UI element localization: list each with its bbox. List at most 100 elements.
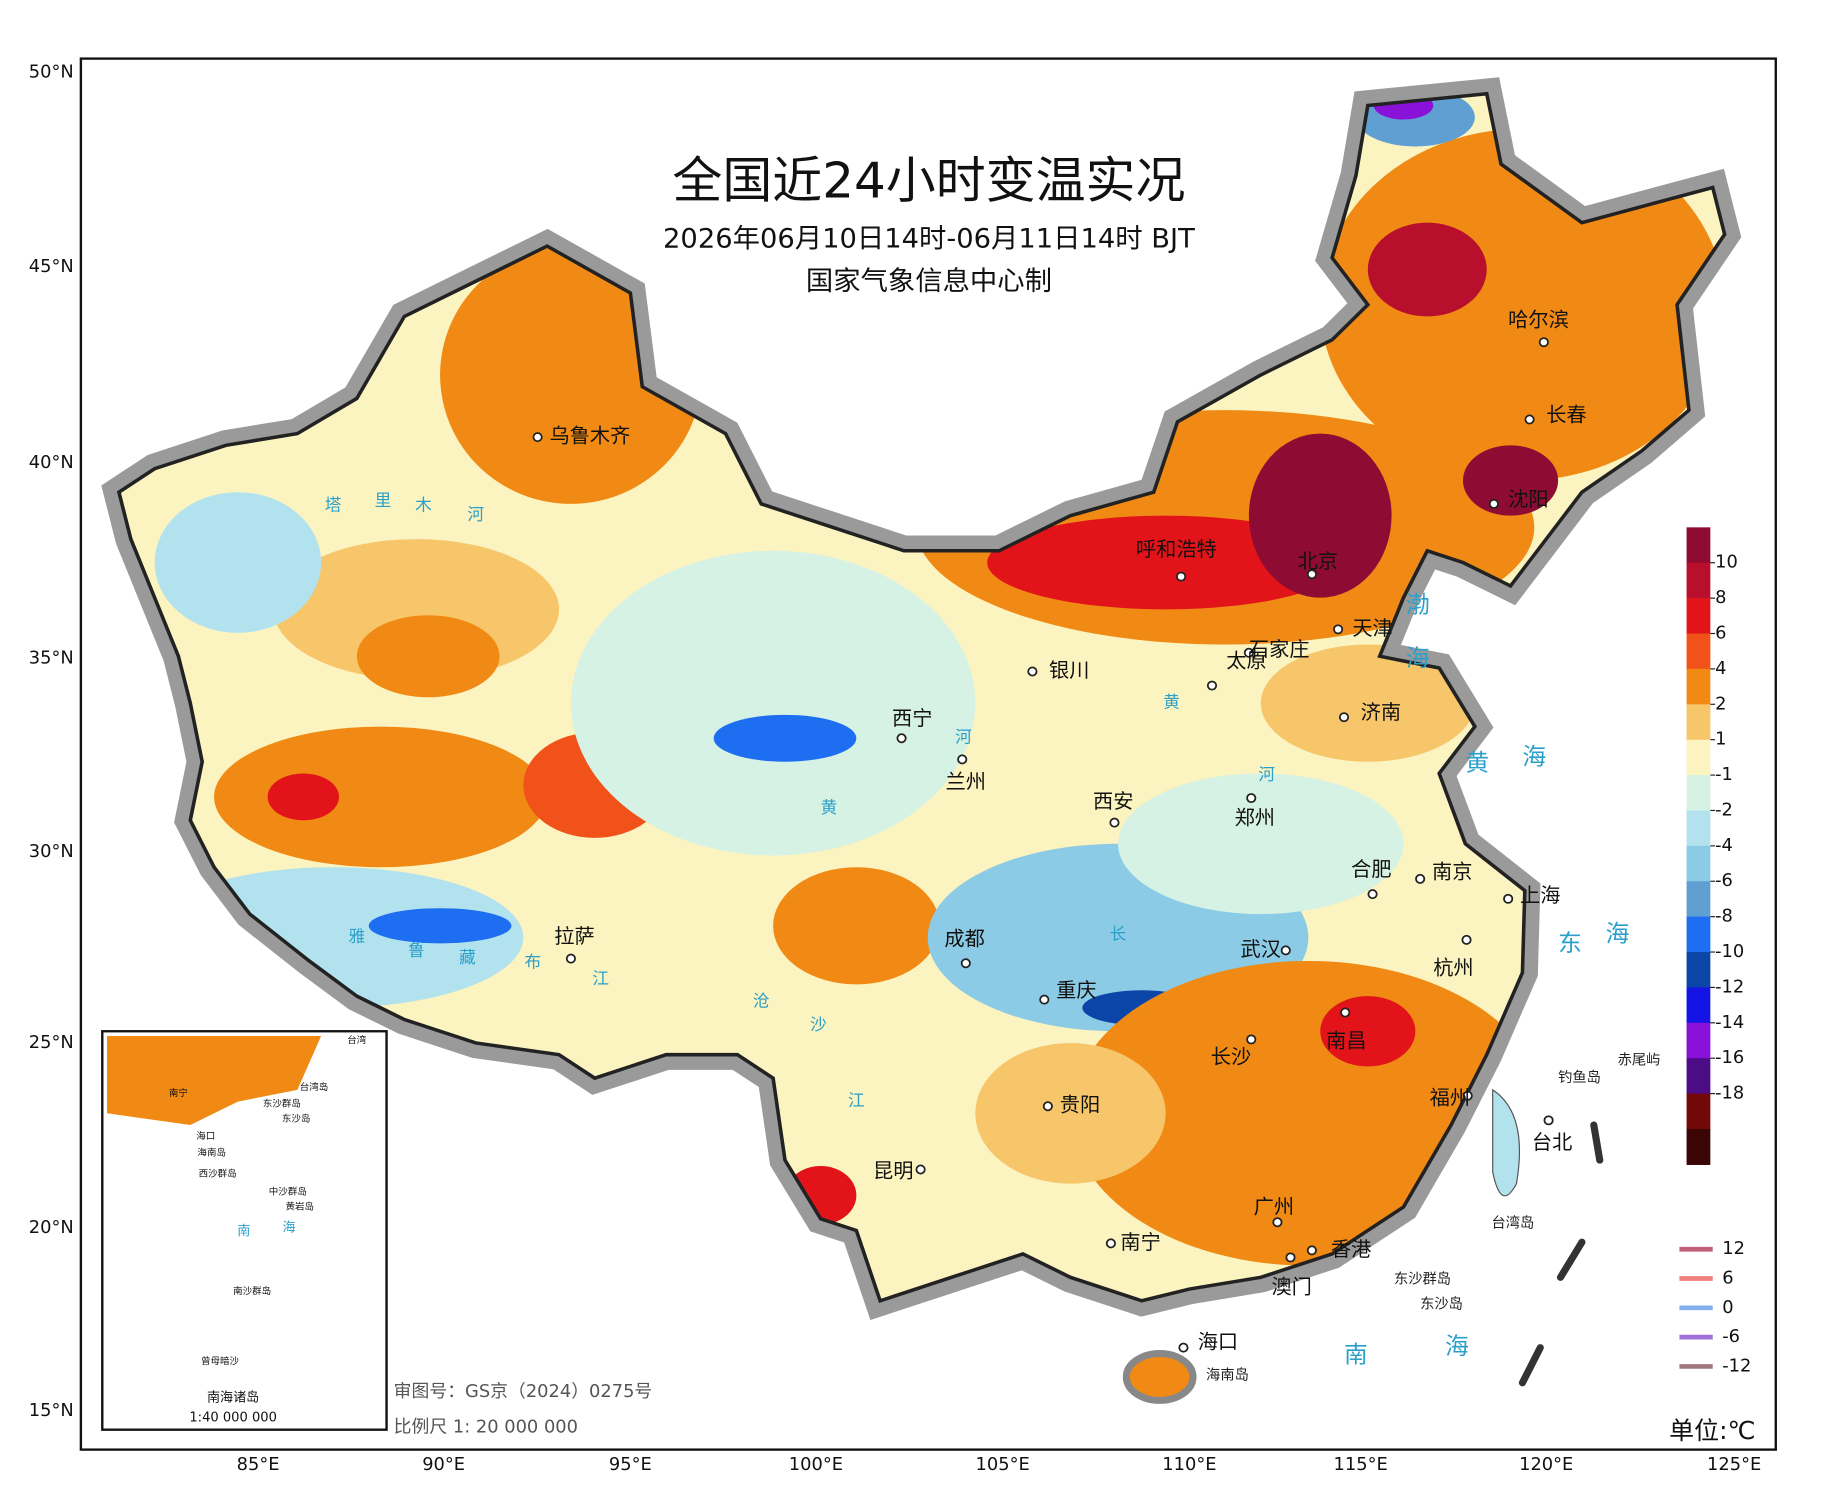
city-label: 拉萨	[554, 924, 594, 948]
river-label: 沧	[753, 992, 770, 1011]
line-legend-label: 6	[1722, 1269, 1733, 1289]
inset-title: 南海诸岛	[207, 1390, 259, 1406]
line-legend-label: -6	[1722, 1327, 1740, 1347]
city-label: 石家庄	[1249, 637, 1310, 661]
city-label: 长春	[1546, 403, 1586, 427]
city-label: 杭州	[1433, 956, 1473, 980]
city-label: 成都	[944, 926, 984, 950]
inset-label: 南宁	[169, 1087, 188, 1099]
city-marker	[1461, 934, 1472, 945]
city-label: 昆明	[873, 1158, 913, 1182]
city-label: 南昌	[1326, 1028, 1366, 1052]
city-marker	[1285, 1252, 1296, 1263]
lat-label: 15°N	[29, 1401, 74, 1421]
city-marker	[532, 432, 543, 443]
city-marker	[1488, 498, 1499, 509]
city-marker	[1306, 1245, 1317, 1256]
colorbar-label: -8	[1715, 907, 1733, 927]
city-label: 济南	[1361, 700, 1401, 724]
river-label: 黄	[1163, 693, 1180, 712]
city-label: 兰州	[946, 769, 986, 793]
colorbar-swatch	[1686, 704, 1711, 741]
inset-label: 海南岛	[197, 1147, 226, 1159]
river-label: 沙	[810, 1015, 827, 1034]
colorbar-swatch	[1686, 668, 1711, 705]
sea-label: 海	[1406, 644, 1430, 672]
colorbar-swatch	[1686, 527, 1711, 564]
city-label: 哈尔滨	[1508, 308, 1569, 332]
river-label: 江	[848, 1091, 865, 1110]
inset-scale: 1:40 000 000	[189, 1411, 277, 1426]
island-label: 台湾岛	[1492, 1215, 1535, 1232]
lat-label: 20°N	[29, 1218, 74, 1238]
inset-label: 西沙群岛	[199, 1168, 237, 1180]
title: 全国近24小时变温实况	[672, 152, 1185, 210]
lat-label: 35°N	[29, 649, 74, 669]
colorbar-swatch	[1686, 1022, 1711, 1059]
city-label: 呼和浩特	[1136, 537, 1217, 561]
colorbar-label: 10	[1715, 553, 1738, 573]
lon-label: 120°E	[1519, 1455, 1573, 1475]
city-label: 太原	[1226, 649, 1266, 673]
city-label: 长沙	[1211, 1045, 1251, 1069]
colorbar-swatch	[1686, 845, 1711, 882]
city-label: 北京	[1298, 549, 1338, 573]
island-label: 东沙岛	[1420, 1296, 1463, 1312]
city-marker	[1415, 873, 1426, 884]
sea-label: 海	[1522, 743, 1546, 771]
city-label: 武汉	[1241, 937, 1281, 961]
river-label: 长	[1110, 925, 1127, 944]
lat-label: 25°N	[29, 1033, 74, 1053]
city-marker	[1176, 571, 1187, 582]
line-legend-label: -12	[1722, 1356, 1751, 1376]
lat-label: 45°N	[29, 257, 74, 277]
approval: 审图号：GS京（2024）0275号	[394, 1381, 653, 1402]
city-label: 重庆	[1056, 978, 1096, 1002]
sea-label: 海	[1606, 920, 1630, 948]
inset-label: 南	[237, 1223, 250, 1239]
city-marker	[1039, 994, 1050, 1005]
inset-label: 南沙群岛	[233, 1285, 271, 1297]
city-marker	[1538, 337, 1549, 348]
city-marker	[1524, 414, 1535, 425]
city-marker	[1306, 569, 1317, 580]
colorbar-swatch	[1686, 916, 1711, 953]
city-label: 贵阳	[1060, 1093, 1100, 1117]
city-label: 天津	[1352, 616, 1392, 640]
city-marker	[1462, 1090, 1473, 1101]
river-label: 里	[375, 491, 392, 510]
line-legend-label: 0	[1722, 1298, 1733, 1318]
colorbar-swatch	[1686, 1128, 1711, 1165]
colorbar-label: -14	[1715, 1013, 1744, 1033]
city-label: 西宁	[892, 706, 932, 730]
inset-label: 海	[282, 1221, 295, 1236]
hainan	[1122, 1350, 1197, 1404]
colorbar-label: -12	[1715, 977, 1744, 997]
city-marker	[1206, 680, 1218, 691]
city-marker	[960, 958, 971, 969]
colorbar-label: 1	[1715, 730, 1726, 750]
colorbar-swatch	[1686, 598, 1711, 635]
lat-label: 40°N	[29, 453, 74, 473]
city-label: 郑州	[1235, 806, 1275, 830]
island-label: 东沙群岛	[1394, 1272, 1451, 1288]
city-marker	[1109, 817, 1120, 828]
city-marker	[565, 953, 576, 964]
city-label: 海口	[1198, 1330, 1238, 1354]
river-label: 藏	[459, 948, 476, 967]
city-marker	[896, 733, 907, 744]
colorbar-label: 6	[1715, 624, 1726, 644]
lon-label: 95°E	[609, 1455, 652, 1475]
city-label: 澳门	[1271, 1274, 1311, 1298]
inset-label: 台湾岛	[300, 1081, 329, 1093]
colorbar-label: 4	[1715, 659, 1726, 679]
river-label: 河	[1258, 765, 1275, 784]
colorbar-label: -4	[1715, 836, 1733, 856]
colorbar-swatch	[1686, 739, 1711, 776]
city-marker	[1503, 893, 1514, 904]
lat-label: 50°N	[29, 63, 74, 83]
city-marker	[1178, 1342, 1189, 1353]
river-label: 塔	[325, 496, 342, 515]
colorbar-swatch	[1686, 952, 1711, 989]
city-marker	[957, 754, 968, 765]
